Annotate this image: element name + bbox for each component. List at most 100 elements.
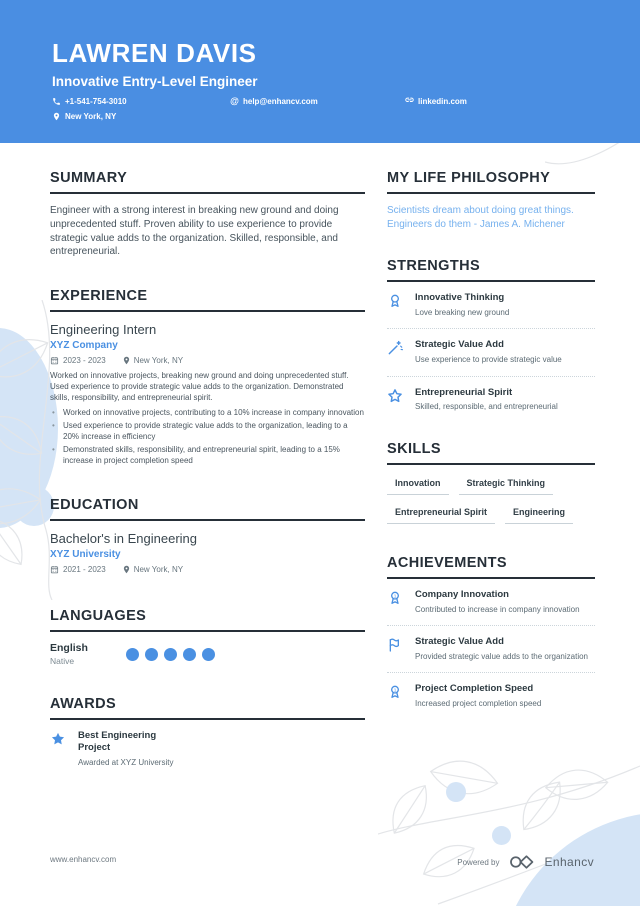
linkedin-url: linkedin.com <box>418 97 467 107</box>
location-pin-icon <box>122 565 131 574</box>
phone-icon <box>52 97 61 106</box>
decorative-circle-br-2 <box>492 826 511 845</box>
medal-number-icon: 1 <box>387 683 405 709</box>
person-name: LAWREN DAVIS <box>52 38 257 68</box>
proficiency-dot <box>164 647 177 661</box>
experience-meta: 2023 - 2023 New York, NY <box>50 356 365 365</box>
achievement-title: Company Innovation <box>415 588 509 600</box>
achievement-item: 1 Project Completion Speed Increased pro… <box>387 672 595 709</box>
achievement-subtitle: Provided strategic value adds to the org… <box>415 651 588 661</box>
skill-tag: Entrepreneurial Spirit <box>387 504 496 524</box>
achievement-subtitle: Increased project completion speed <box>415 699 542 709</box>
section-achievements: ACHIEVEMENTS 1 Company Innovation Contri… <box>387 555 595 710</box>
phone-number: +1-541-754-3010 <box>65 97 127 107</box>
footer-website-link[interactable]: www.enhancv.com <box>50 855 117 864</box>
education-degree: Bachelor's in Engineering <box>50 531 198 547</box>
contact-info: +1-541-754-3010 @ help@enhancv.com linke… <box>52 97 595 121</box>
proficiency-dot <box>202 647 215 661</box>
language-level: Native <box>50 656 75 667</box>
strength-subtitle: Skilled, responsible, and entrepreneuria… <box>415 402 558 412</box>
location-contact: New York, NY <box>52 112 116 121</box>
link-icon <box>405 97 414 106</box>
experience-role: Engineering Intern <box>50 322 157 338</box>
skill-tag: Innovation <box>387 475 449 495</box>
philosophy-heading: MY LIFE PHILOSOPHY <box>387 170 595 194</box>
philosophy-quote: Scientists dream about doing great thing… <box>387 205 574 230</box>
strengths-heading: STRENGTHS <box>387 258 595 282</box>
location-pin-icon <box>122 356 131 365</box>
section-languages: LANGUAGES English Native <box>50 608 365 666</box>
location-icon <box>52 112 61 121</box>
achievement-subtitle: Contributed to increase in company innov… <box>415 604 580 614</box>
language-row: English Native <box>50 642 365 666</box>
languages-heading: LANGUAGES <box>50 608 365 633</box>
proficiency-dot <box>145 647 158 661</box>
experience-heading: EXPERIENCE <box>50 288 365 313</box>
decorative-circle-left <box>14 486 54 526</box>
left-column: SUMMARY Engineer with a strong interest … <box>50 170 365 797</box>
skill-tag: Engineering <box>505 504 574 524</box>
awards-heading: AWARDS <box>50 696 365 721</box>
achievements-heading: ACHIEVEMENTS <box>387 555 595 579</box>
section-summary: SUMMARY Engineer with a strong interest … <box>50 170 365 259</box>
medal-icon <box>387 292 405 318</box>
experience-bullet: Demonstrated skills, responsibility, and… <box>50 445 365 466</box>
language-name: English <box>50 642 88 655</box>
achievement-title: Strategic Value Add <box>415 636 504 648</box>
award-title: Best Engineering Project <box>78 730 157 754</box>
person-job-title: Innovative Entry-Level Engineer <box>52 74 258 90</box>
strength-title: Entrepreneurial Spirit <box>415 386 513 398</box>
section-philosophy: MY LIFE PHILOSOPHY Scientists dream abou… <box>387 170 595 231</box>
magic-wand-icon <box>387 339 405 365</box>
proficiency-dot <box>126 647 139 661</box>
svg-text:1: 1 <box>394 593 397 598</box>
strengths-list: Innovative Thinking Love breaking new gr… <box>387 292 595 413</box>
svg-text:1: 1 <box>394 688 397 693</box>
powered-by-label: Powered by <box>457 857 500 867</box>
strength-item: Entrepreneurial Spirit Skilled, responsi… <box>387 375 595 413</box>
footer-powered-by[interactable]: Powered by Enhancv <box>457 854 594 870</box>
achievement-title: Project Completion Speed <box>415 683 534 695</box>
language-proficiency-dots <box>126 647 215 661</box>
location-text: New York, NY <box>65 112 117 122</box>
experience-location: New York, NY <box>133 356 184 366</box>
strength-item: Innovative Thinking Love breaking new gr… <box>387 292 595 318</box>
summary-heading: SUMMARY <box>50 170 365 194</box>
calendar-icon <box>50 356 59 365</box>
strength-subtitle: Use experience to provide strategic valu… <box>415 355 562 365</box>
experience-bullet: Used experience to provide strategic val… <box>50 421 365 442</box>
skills-heading: SKILLS <box>387 441 595 465</box>
medal-number-icon: 1 <box>387 589 405 615</box>
experience-company-link[interactable]: XYZ Company <box>50 340 118 352</box>
linkedin-contact[interactable]: linkedin.com <box>405 97 467 106</box>
strength-title: Innovative Thinking <box>415 292 505 303</box>
education-heading: EDUCATION <box>50 497 365 522</box>
email-contact[interactable]: @ help@enhancv.com <box>230 96 405 107</box>
education-dates: 2021 - 2023 <box>63 565 106 575</box>
education-location: New York, NY <box>133 565 184 575</box>
enhancv-brand-name: Enhancv <box>544 855 594 869</box>
skill-tag: Strategic Thinking <box>458 475 554 495</box>
strength-title: Strategic Value Add <box>415 339 504 351</box>
skills-tag-list: Innovation Strategic Thinking Entreprene… <box>387 475 595 533</box>
section-education: EDUCATION Bachelor's in Engineering XYZ … <box>50 497 365 574</box>
education-school-link[interactable]: XYZ University <box>50 549 121 561</box>
strength-subtitle: Love breaking new ground <box>415 307 510 317</box>
summary-text: Engineer with a strong interest in break… <box>50 205 339 258</box>
enhancv-infinity-logo-icon <box>509 854 536 870</box>
section-skills: SKILLS Innovation Strategic Thinking Ent… <box>387 441 595 533</box>
right-column: MY LIFE PHILOSOPHY Scientists dream abou… <box>387 170 595 797</box>
achievement-item: 1 Company Innovation Contributed to incr… <box>387 589 595 615</box>
experience-bullet-list: Worked on innovative projects, contribut… <box>50 408 365 467</box>
education-meta: 2021 - 2023 New York, NY <box>50 565 365 574</box>
star-outline-icon <box>387 387 405 413</box>
experience-bullet: Worked on innovative projects, contribut… <box>50 408 365 419</box>
phone-contact[interactable]: +1-541-754-3010 <box>52 97 230 106</box>
email-at-icon: @ <box>230 96 239 107</box>
star-filled-icon <box>50 730 68 768</box>
strength-item: Strategic Value Add Use experience to pr… <box>387 328 595 365</box>
achievements-list: 1 Company Innovation Contributed to incr… <box>387 589 595 710</box>
section-strengths: STRENGTHS Innovative Thinking Love break… <box>387 258 595 413</box>
flag-icon <box>387 636 405 662</box>
